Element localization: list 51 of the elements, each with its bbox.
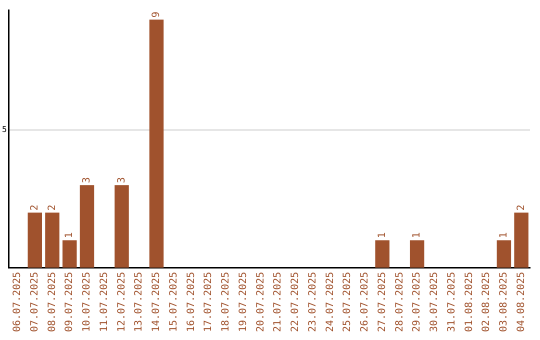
data-label: 2: [516, 204, 527, 211]
data-label: 2: [46, 204, 58, 211]
bar: [28, 212, 42, 268]
bar: [45, 212, 60, 268]
bar: [149, 20, 164, 268]
x-tick-label: 30.07.2025: [429, 272, 440, 332]
x-tick-label: 20.07.2025: [255, 272, 266, 332]
data-label: 3: [82, 177, 93, 184]
x-tick-label: 19.07.2025: [238, 272, 249, 332]
data-label: 1: [498, 232, 510, 238]
x-tick-label: 07.07.2025: [29, 272, 40, 332]
y-tick-label: 5: [2, 125, 7, 134]
x-tick-label: 31.07.2025: [446, 272, 458, 332]
bar: [375, 240, 390, 268]
bar: [80, 185, 94, 268]
data-label: 2: [29, 204, 40, 211]
x-tick-label: 09.07.2025: [64, 272, 76, 332]
x-tick-label: 08.07.2025: [46, 272, 58, 332]
x-tick-label: 01.08.2025: [464, 272, 475, 332]
x-tick-label: 13.07.2025: [134, 272, 145, 332]
bar: [114, 185, 129, 268]
x-tick-label: 12.07.2025: [116, 272, 128, 332]
x-tick-label: 15.07.2025: [168, 272, 180, 332]
x-tick-label: 04.08.2025: [516, 272, 527, 332]
x-tick-label: 29.07.2025: [412, 272, 423, 332]
x-tick-label: 06.07.2025: [12, 272, 24, 332]
x-tick-label: 22.07.2025: [290, 272, 302, 332]
x-tick-label: 26.07.2025: [360, 272, 371, 332]
bar: [514, 212, 528, 268]
x-tick-label: 17.07.2025: [203, 272, 214, 332]
x-tick-label: 14.07.2025: [151, 272, 162, 332]
x-tick-label: 28.07.2025: [394, 272, 406, 332]
x-tick-label: 27.07.2025: [376, 272, 388, 332]
data-label: 1: [376, 232, 388, 238]
x-tick-label: 02.08.2025: [481, 272, 492, 332]
data-label: 3: [116, 177, 128, 184]
x-tick-label: 16.07.2025: [186, 272, 197, 332]
data-label: 1: [412, 232, 423, 238]
data-label: 1: [64, 232, 76, 238]
x-tick-label: 24.07.2025: [324, 272, 336, 332]
x-tick-label: 18.07.2025: [220, 272, 232, 332]
bar: [496, 240, 512, 268]
x-tick-label: 03.08.2025: [498, 272, 510, 332]
data-label: 9: [151, 12, 162, 18]
x-tick-label: 21.07.2025: [272, 272, 284, 332]
x-tick-label: 11.07.2025: [98, 272, 110, 332]
x-tick-label: 10.07.2025: [82, 272, 93, 332]
x-tick-label: 25.07.2025: [342, 272, 354, 332]
bar: [62, 240, 77, 268]
bar: [410, 240, 424, 268]
x-tick-label: 23.07.2025: [307, 272, 318, 332]
